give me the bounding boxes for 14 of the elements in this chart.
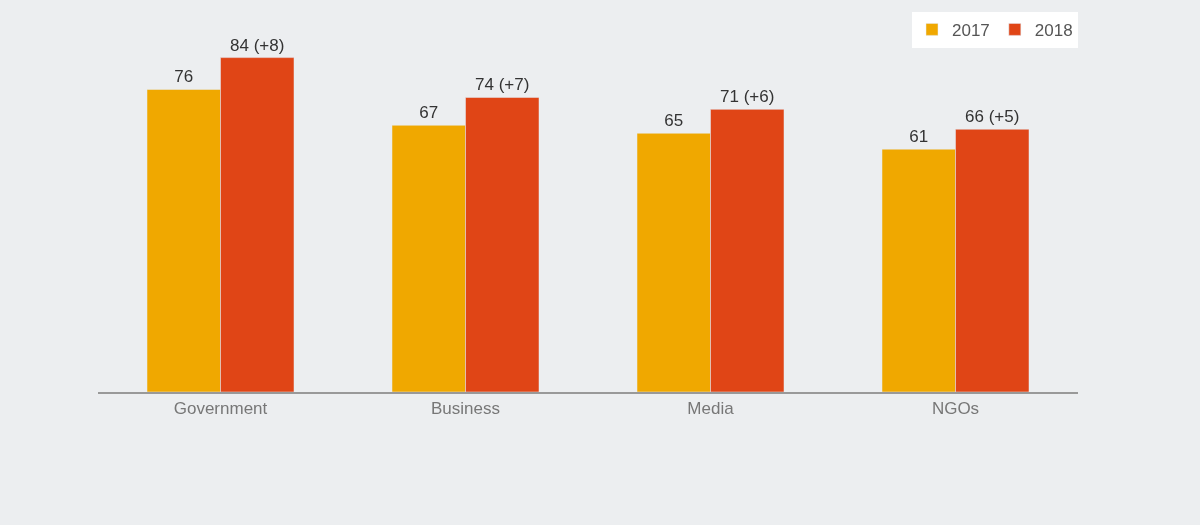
x-tick-label: Media bbox=[687, 399, 735, 419]
x-tick-label: NGOs bbox=[931, 399, 980, 419]
data-label: 66 (+5) bbox=[965, 107, 1020, 127]
legend-label: 2017 bbox=[952, 21, 990, 41]
data-label: 71 (+6) bbox=[720, 87, 775, 107]
data-label: 65 bbox=[664, 111, 684, 131]
data-label: 61 bbox=[909, 127, 929, 147]
data-label: 84 (+8) bbox=[230, 35, 285, 55]
data-label: 67 bbox=[419, 103, 439, 123]
data-label: 74 (+7) bbox=[475, 75, 530, 95]
x-tick-label: Government bbox=[173, 399, 268, 419]
x-tick-label: Business bbox=[431, 399, 500, 419]
data-label: 76 bbox=[174, 67, 194, 87]
legend-label: 2018 bbox=[1034, 21, 1073, 41]
